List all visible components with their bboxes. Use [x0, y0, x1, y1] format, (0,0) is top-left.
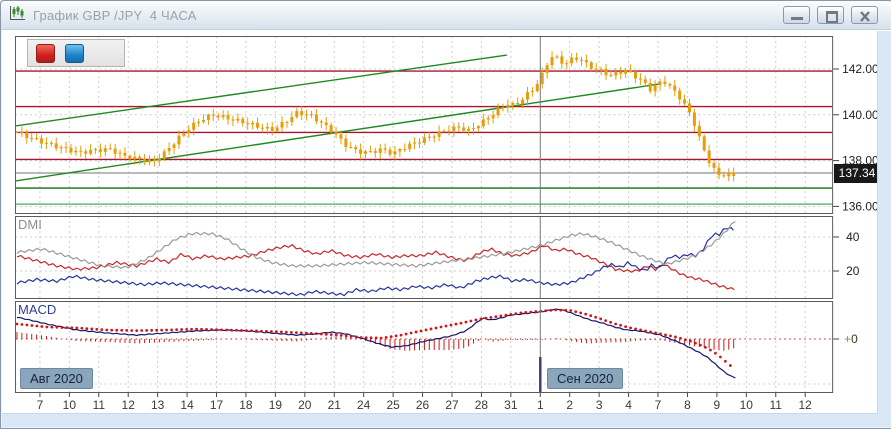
date-tick-label: 1: [537, 398, 544, 412]
macd-panel-label: MACD: [18, 302, 57, 317]
restore-icon: [826, 11, 838, 23]
dmi-panel-label: DMI: [18, 217, 42, 232]
close-button[interactable]: [851, 6, 878, 24]
date-tick-label: 11: [770, 398, 783, 412]
date-tick-label: 19: [269, 398, 283, 412]
candles-series: [15, 50, 736, 182]
date-tick-label: 13: [151, 398, 165, 412]
sell-button[interactable]: [36, 43, 55, 63]
date-tick-label: 2: [566, 398, 573, 412]
date-tick-label: 12: [799, 398, 813, 412]
date-tick-label: 24: [357, 398, 371, 412]
date-tick-label: 14: [180, 398, 194, 412]
date-tick-label: 27: [445, 398, 459, 412]
chart-toolbar: [27, 39, 125, 67]
date-tick-label: 17: [210, 398, 224, 412]
date-tick-label: 20: [298, 398, 312, 412]
date-tick-label: 21: [328, 398, 342, 412]
month-badge-aug: Авг 2020: [20, 368, 93, 389]
restore-button[interactable]: [817, 6, 844, 24]
date-tick-label: 31: [504, 398, 518, 412]
date-tick-label: 3: [596, 398, 603, 412]
current-price-badge: 137.34: [834, 164, 880, 183]
trendline[interactable]: [15, 54, 507, 127]
minimize-button[interactable]: [783, 6, 810, 24]
date-tick-label: 18: [239, 398, 253, 412]
price-tick-label: 140.00: [842, 108, 879, 122]
price-tick-label: 142.00: [842, 62, 879, 76]
dmi-tick-label: 40: [846, 230, 860, 244]
window-controls: [783, 6, 884, 24]
buy-button[interactable]: [65, 43, 84, 63]
macd-zero-label: +0: [844, 332, 858, 346]
macd-panel: [15, 302, 833, 392]
window-right-edge: [877, 31, 891, 427]
date-tick-label: 11: [93, 398, 106, 412]
minimize-icon: [791, 17, 803, 20]
window-titlebar[interactable]: График GBP /JPY 4 ЧАСА: [1, 1, 891, 30]
date-tick-label: 25: [386, 398, 400, 412]
price-tick-label: 136.00: [842, 199, 879, 213]
date-tick-label: 10: [63, 398, 77, 412]
date-tick-label: 7: [655, 398, 662, 412]
date-tick-label: 8: [684, 398, 691, 412]
date-tick-label: 10: [740, 398, 754, 412]
date-tick-label: 28: [475, 398, 489, 412]
date-axis: 7 10 11 12 13 14 17 18 19 20 21 24 25 26 27 28 31 1 2 3 4 7 8 9…: [37, 393, 813, 412]
candlestick-chart-icon: [9, 5, 26, 26]
dmi-tick-label: 20: [846, 264, 860, 278]
close-icon: [858, 10, 872, 22]
date-tick-label: 4: [625, 398, 632, 412]
date-tick-label: 9: [714, 398, 721, 412]
date-tick-label: 7: [37, 398, 44, 412]
window-bottom-edge: [2, 413, 878, 427]
month-badge-sep: Сен 2020: [547, 368, 624, 389]
dmi-panel: [15, 217, 833, 298]
date-tick-label: 26: [416, 398, 430, 412]
chart-client-area: 142.00 140.00 138.00 136.00 40 20 +0 7 10 11 12 13 1…: [2, 31, 891, 427]
date-tick-label: 12: [122, 398, 136, 412]
price-panel: [15, 37, 833, 213]
window-title: График GBP /JPY 4 ЧАСА: [33, 7, 197, 23]
